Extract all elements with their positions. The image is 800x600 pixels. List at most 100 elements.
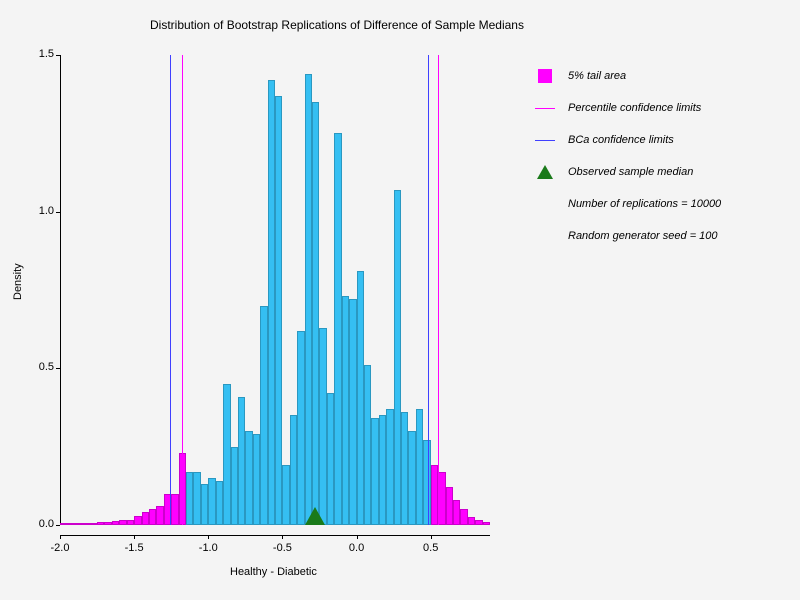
x-axis-line [60, 535, 490, 536]
histogram-bar [82, 523, 89, 525]
x-tick-label: -2.0 [51, 542, 70, 554]
legend-row-observed: Observed sample median [530, 156, 721, 188]
histogram-bar [104, 522, 111, 525]
histogram-bar [438, 472, 445, 525]
histogram-bar [297, 331, 304, 525]
y-tick-label: 0.5 [30, 361, 54, 373]
histogram-bar [446, 487, 453, 525]
histogram-bar [97, 522, 104, 525]
percentile-line-left [182, 55, 183, 525]
bca-line-right [428, 55, 429, 525]
histogram-bar [201, 484, 208, 525]
histogram-bar [60, 523, 67, 525]
percentile-line-right [438, 55, 439, 525]
legend-row-seed: Random generator seed = 100 [530, 220, 721, 252]
triangle-icon [530, 165, 560, 179]
histogram-bar [253, 434, 260, 525]
histogram-bar [282, 465, 289, 525]
histogram-bar [364, 365, 371, 525]
histogram-bar [416, 409, 423, 525]
histogram-bar [386, 409, 393, 525]
y-tick-label: 1.5 [30, 48, 54, 60]
histogram-bar [208, 478, 215, 525]
legend-tail-label: 5% tail area [568, 70, 626, 82]
histogram-bar [342, 296, 349, 525]
legend-replications-label: Number of replications = 10000 [568, 198, 721, 210]
histogram-bar [268, 80, 275, 525]
histogram-bar [171, 494, 178, 525]
histogram-bar [408, 431, 415, 525]
histogram-bar [371, 418, 378, 525]
x-tick-label: 0.5 [423, 542, 438, 554]
x-axis-label: Healthy - Diabetic [230, 566, 317, 578]
histogram-bar [75, 523, 82, 526]
histogram-bar [327, 393, 334, 525]
histogram-bar [127, 520, 134, 525]
histogram-bar [156, 506, 163, 525]
y-tick-label: 1.0 [30, 205, 54, 217]
histogram-bar [112, 521, 119, 525]
observed-median-triangle-icon [305, 507, 325, 525]
histogram-bar [394, 190, 401, 525]
y-tick-mark [56, 525, 60, 526]
histogram-bar [260, 306, 267, 525]
histogram-bar [193, 472, 200, 525]
y-axis-label: Density [12, 263, 24, 300]
legend-bca-label: BCa confidence limits [568, 134, 674, 146]
histogram-bar [401, 412, 408, 525]
histogram-bar [460, 509, 467, 525]
x-tick-mark [208, 535, 209, 539]
x-tick-label: 0.0 [349, 542, 364, 554]
histogram-bar [275, 96, 282, 525]
histogram-bar [238, 397, 245, 525]
histogram-bar [468, 517, 475, 525]
chart-title: Distribution of Bootstrap Replications o… [150, 18, 524, 32]
tail-swatch-icon [530, 69, 560, 83]
histogram-bar [305, 74, 312, 525]
histogram-bar [149, 509, 156, 525]
y-tick-label: 0.0 [30, 518, 54, 530]
histogram-bar [142, 512, 149, 525]
plot-area [60, 55, 490, 525]
x-tick-mark [431, 535, 432, 539]
percentile-line-icon [530, 108, 560, 109]
histogram-bar [186, 472, 193, 525]
x-tick-mark [357, 535, 358, 539]
legend-seed-label: Random generator seed = 100 [568, 230, 718, 242]
legend: 5% tail area Percentile confidence limit… [530, 60, 721, 252]
legend-row-bca: BCa confidence limits [530, 124, 721, 156]
histogram-bar [245, 431, 252, 525]
x-tick-mark [134, 535, 135, 539]
histogram-bar [67, 523, 74, 525]
histogram-bars [60, 55, 490, 525]
histogram-bar [379, 415, 386, 525]
bca-line-left [170, 55, 171, 525]
histogram-bar [319, 328, 326, 525]
bca-line-icon [530, 140, 560, 141]
legend-percentile-label: Percentile confidence limits [568, 102, 701, 114]
legend-row-percentile: Percentile confidence limits [530, 92, 721, 124]
histogram-bar [119, 520, 126, 525]
histogram-bar [349, 299, 356, 525]
x-tick-mark [282, 535, 283, 539]
histogram-bar [231, 447, 238, 525]
histogram-bar [223, 384, 230, 525]
histogram-bar [475, 520, 482, 525]
histogram-bar [483, 522, 490, 525]
histogram-bar [134, 516, 141, 525]
x-tick-mark [60, 535, 61, 539]
histogram-bar [216, 481, 223, 525]
x-tick-label: -0.5 [273, 542, 292, 554]
legend-row-tail: 5% tail area [530, 60, 721, 92]
histogram-bar [290, 415, 297, 525]
legend-row-replications: Number of replications = 10000 [530, 188, 721, 220]
histogram-bar [453, 500, 460, 525]
x-tick-label: -1.5 [125, 542, 144, 554]
histogram-bar [334, 133, 341, 525]
chart-container: Distribution of Bootstrap Replications o… [0, 0, 800, 600]
x-tick-label: -1.0 [199, 542, 218, 554]
histogram-bar [90, 523, 97, 526]
histogram-bar [357, 271, 364, 525]
histogram-bar [312, 102, 319, 525]
legend-observed-label: Observed sample median [568, 166, 693, 178]
